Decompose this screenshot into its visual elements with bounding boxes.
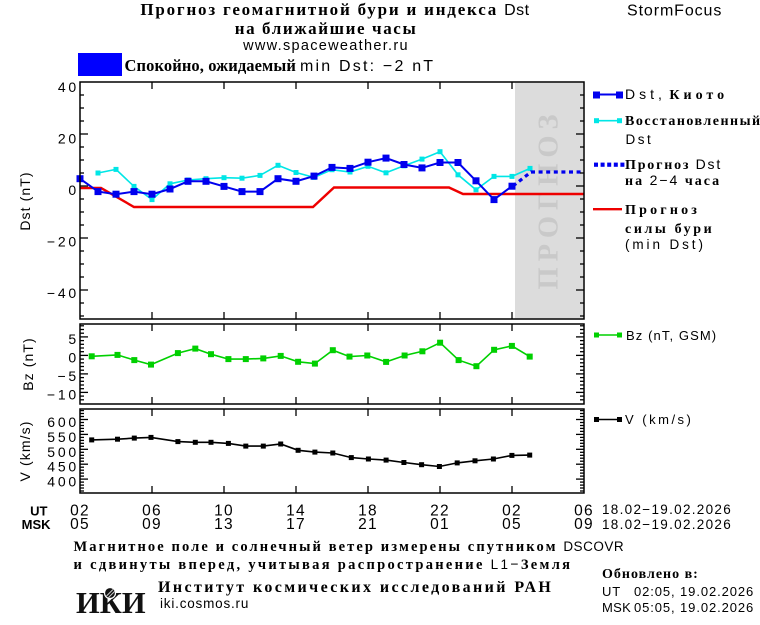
svg-text:Прогноз Dst: Прогноз Dst [625, 156, 722, 173]
svg-text:силы бури: силы бури [625, 222, 714, 237]
svg-text:Институт космических исследова: Институт космических исследований РАН [158, 579, 553, 596]
svg-text:500: 500 [47, 444, 79, 460]
svg-text:−10: −10 [47, 386, 79, 402]
svg-text:05:05, 19.02.2026: 05:05, 19.02.2026 [634, 600, 754, 615]
svg-text:Восстановленный: Восстановленный [625, 114, 760, 129]
svg-text:10: 10 [214, 503, 234, 520]
svg-text:40: 40 [58, 79, 79, 95]
svg-text:Bz (nT, GSM): Bz (nT, GSM) [626, 328, 717, 343]
svg-text:и сдвинуты вперед, учитывая ра: и сдвинуты вперед, учитывая распростране… [74, 557, 573, 573]
svg-text:ПРОГНОЗ: ПРОГНОЗ [534, 108, 565, 289]
svg-text:05: 05 [502, 516, 522, 533]
svg-text:Dst (nT): Dst (nT) [17, 171, 33, 230]
svg-text:Магнитное поле и солнечный вет: Магнитное поле и солнечный ветер измерен… [74, 539, 625, 555]
svg-text:400: 400 [47, 474, 79, 490]
svg-text:17: 17 [286, 516, 306, 533]
svg-text:05: 05 [70, 516, 90, 533]
svg-text:14: 14 [286, 503, 306, 520]
svg-text:Прогноз: Прогноз [625, 203, 700, 218]
svg-text:www.spaceweather.ru: www.spaceweather.ru [242, 38, 409, 54]
svg-text:Прогноз геомагнитной бури и ин: Прогноз геомагнитной бури и индекса Dst [140, 0, 529, 19]
svg-text:−20: −20 [47, 234, 79, 250]
svg-text:iki.cosmos.ru: iki.cosmos.ru [160, 596, 249, 611]
svg-text:13: 13 [214, 516, 234, 533]
svg-text:02: 02 [70, 503, 90, 520]
svg-text:18.02−19.02.2026: 18.02−19.02.2026 [602, 517, 732, 532]
svg-text:V (km/s): V (km/s) [625, 412, 693, 427]
svg-text:min Dst: −2 nT: min Dst: −2 nT [300, 58, 435, 75]
svg-text:на ближайшие часы: на ближайшие часы [235, 19, 418, 38]
svg-text:StormFocus: StormFocus [627, 3, 722, 20]
svg-text:MSK: MSK [22, 517, 52, 532]
svg-text:18.02−19.02.2026: 18.02−19.02.2026 [602, 502, 732, 517]
svg-text:UT: UT [30, 504, 47, 519]
svg-text:06: 06 [574, 503, 594, 520]
svg-text:Dst, Киото: Dst, Киото [625, 86, 728, 103]
svg-text:Обновлено в:: Обновлено в: [602, 567, 699, 582]
svg-text:5: 5 [68, 331, 79, 347]
svg-text:0: 0 [68, 182, 79, 198]
svg-text:550: 550 [47, 429, 79, 445]
svg-text:(min Dst): (min Dst) [625, 237, 706, 252]
svg-text:MSK: MSK [602, 600, 631, 615]
svg-text:02: 02 [502, 503, 522, 520]
svg-text:01: 01 [430, 516, 450, 533]
svg-text:02:05, 19.02.2026: 02:05, 19.02.2026 [634, 584, 754, 599]
svg-text:−5: −5 [57, 368, 79, 384]
svg-text:09: 09 [142, 516, 162, 533]
svg-text:0: 0 [68, 349, 79, 365]
svg-text:Dst: Dst [626, 132, 654, 147]
svg-text:V (km/s): V (km/s) [17, 421, 33, 482]
svg-text:21: 21 [358, 516, 378, 533]
svg-text:Спокойно, ожидаемый: Спокойно, ожидаемый [125, 56, 297, 75]
svg-text:20: 20 [58, 131, 79, 147]
svg-text:на 2−4 часа: на 2−4 часа [625, 172, 721, 189]
svg-text:450: 450 [47, 459, 79, 475]
svg-text:06: 06 [142, 503, 162, 520]
svg-text:09: 09 [574, 516, 594, 533]
svg-text:22: 22 [430, 503, 450, 520]
svg-text:18: 18 [358, 503, 378, 520]
svg-text:600: 600 [47, 414, 79, 430]
svg-text:UT: UT [602, 584, 621, 599]
svg-text:Bz (nT): Bz (nT) [20, 337, 36, 391]
svg-text:−40: −40 [47, 285, 79, 301]
